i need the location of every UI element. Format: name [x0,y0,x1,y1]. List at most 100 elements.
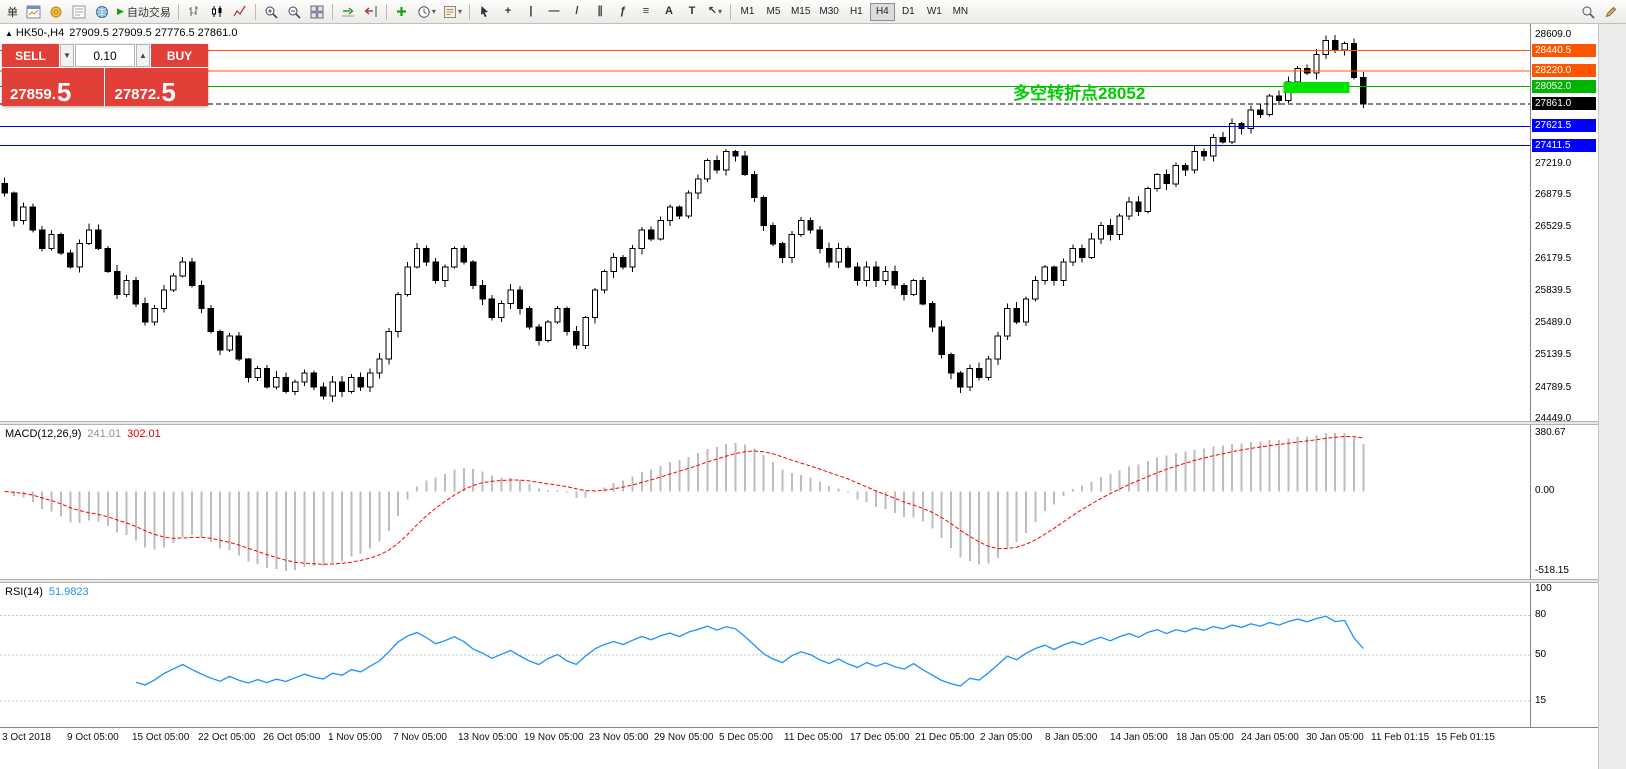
level-price-label: 27621.5 [1532,119,1596,132]
crosshair-tool-button[interactable]: + [497,2,519,22]
rsi-axis[interactable]: 100 80 50 15 [1530,583,1598,727]
clock-icon [418,5,430,18]
timeframe-w1-button[interactable]: W1 [922,3,947,21]
macd-chart-canvas[interactable] [0,425,1530,579]
time-axis-label: 17 Dec 05:00 [850,732,910,743]
time-axis-label: 24 Jan 05:00 [1241,732,1299,743]
chart-shift-button[interactable] [360,2,382,22]
cursor-tool-button[interactable] [474,2,496,22]
chart-text-annotation[interactable]: 多空转折点28052 [1013,84,1146,103]
chart-ohlc-header: ▲ HK50-,H4 27909.5 27909.5 27776.5 27861.0 [5,27,237,39]
edit-button[interactable] [1600,2,1622,22]
price-axis-label: 27219.0 [1535,158,1572,169]
indicators-button[interactable] [391,2,413,22]
buy-price-tile[interactable]: 27872. 5 [103,68,209,106]
price-axis-label: 26179.5 [1535,253,1572,264]
price-chart-area[interactable]: ▲ HK50-,H4 27909.5 27909.5 27776.5 27861.0… [0,24,1530,421]
macd-rsi-divider[interactable] [0,579,1598,583]
candlestick-chart-canvas[interactable] [0,24,1530,421]
trendline-button[interactable]: / [566,2,588,22]
time-axis-label: 15 Feb 01:15 [1436,732,1495,743]
new-chart-button[interactable] [22,2,44,22]
timeframe-group: M1 M5 M15 M30 H1 H4 D1 W1 MN [735,2,973,21]
bar-chart-icon [188,6,198,16]
time-axis-label: 22 Oct 05:00 [198,732,256,743]
text-tool-button[interactable]: A [658,2,680,22]
buy-button[interactable]: BUY [151,44,208,67]
autotrading-button[interactable]: ▶ 自动交易 [114,2,174,22]
timeframe-m15-button[interactable]: M15 [787,3,814,21]
cycle-lines-button[interactable]: ≡ [635,2,657,22]
templates-button[interactable]: ▾ [440,2,465,22]
play-icon: ▶ [117,6,124,16]
text-label-tool-button[interactable]: T [681,2,703,22]
fibonacci-button[interactable]: ƒ [612,2,634,22]
sell-price-tile[interactable]: 27859. 5 [2,68,104,106]
macd-axis-label: 380.67 [1535,427,1566,438]
price-axis[interactable]: 28609.0 27219.0 26879.5 26529.5 26179.5 25839… [1530,24,1598,424]
bar-chart-button[interactable] [183,2,205,22]
rsi-chart-canvas[interactable] [0,583,1530,727]
line-chart-button[interactable] [229,2,251,22]
cycle-lines-icon: ≡ [642,5,650,17]
timeframe-m5-button[interactable]: M5 [761,3,786,21]
zoom-out-button[interactable] [283,2,305,22]
search-button[interactable] [1577,2,1599,22]
rsi-panel[interactable]: RSI(14) 51.9823 [0,583,1530,727]
crosshair-icon: + [504,5,512,17]
volume-input[interactable] [75,44,135,67]
sell-price: 27859. [10,85,56,103]
timeframe-d1-button[interactable]: D1 [896,3,921,21]
data-window-button[interactable] [68,2,90,22]
autotrading-label: 自动交易 [126,6,171,19]
time-axis-label: 29 Nov 05:00 [654,732,714,743]
periods-button[interactable]: ▾ [414,2,439,22]
data-window-icon [72,5,86,18]
tile-windows-icon [310,5,324,18]
vertical-line-icon: | [529,5,533,17]
template-icon [443,5,456,18]
chart-macd-divider[interactable] [0,421,1598,425]
timeframe-h4-button[interactable]: H4 [869,2,895,21]
toolbar-separator [254,3,256,20]
channel-icon: ∥ [597,5,603,17]
timeframe-m1-button[interactable]: M1 [735,3,760,21]
navigator-button[interactable] [91,2,113,22]
rsi-name: RSI(14) [5,586,43,598]
time-axis-label: 1 Nov 05:00 [328,732,382,743]
timeframe-h1-button[interactable]: H1 [844,3,869,21]
sell-button[interactable]: SELL [2,44,59,67]
channel-button[interactable]: ∥ [589,2,611,22]
vertical-line-button[interactable]: | [520,2,542,22]
arrows-tool-button[interactable]: ↖ ▾ [704,2,726,22]
toolbar-separator [729,3,731,20]
candlestick-chart-button[interactable] [206,2,228,22]
time-axis-label: 21 Dec 05:00 [915,732,975,743]
zoom-in-button[interactable] [260,2,282,22]
time-axis-label: 30 Jan 05:00 [1306,732,1364,743]
auto-scroll-button[interactable] [337,2,359,22]
chart-shift-icon [364,6,377,17]
time-axis[interactable]: 3 Oct 2018 9 Oct 05:00 15 Oct 05:00 22 Oct … [0,727,1598,747]
timeframe-mn-button[interactable]: MN [948,3,973,21]
tile-windows-button[interactable] [306,2,328,22]
rsi-axis-label: 15 [1535,695,1547,706]
pencil-icon [1605,6,1617,17]
timeframe-m30-button[interactable]: M30 [815,3,842,21]
chevron-down-icon: ▾ [457,6,462,16]
rsi-axis-label: 50 [1535,649,1547,660]
zoom-in-icon [265,6,278,19]
macd-axis[interactable]: 380.67 0.00 -518.15 [1530,425,1598,579]
search-icon [1582,6,1595,19]
cursor-icon [481,5,489,17]
new-order-button[interactable]: 单 [7,6,18,19]
zoom-out-icon [288,6,301,19]
one-click-trading-panel: SELL ▼ ▲ BUY 27859.5 27872.5 [2,44,208,106]
volume-decrease-button[interactable]: ▼ [60,44,74,67]
market-watch-button[interactable] [45,2,67,22]
toolbar: 单 ▶ 自动交易 [0,0,1626,24]
macd-panel[interactable]: MACD(12,26,9) 241.01 302.01 [0,425,1530,579]
volume-increase-button[interactable]: ▲ [136,44,150,67]
horizontal-line-button[interactable]: — [543,2,565,22]
time-axis-label: 5 Dec 05:00 [719,732,773,743]
